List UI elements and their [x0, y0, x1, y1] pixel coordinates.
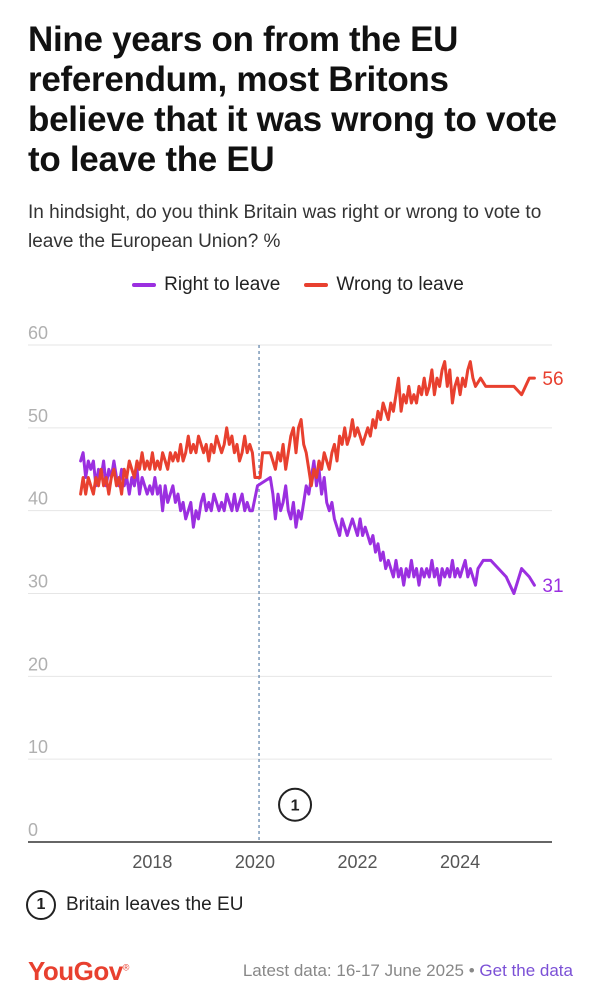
annotation-marker-circle	[278, 787, 313, 822]
annotation-text: Britain leaves the EU	[66, 894, 244, 915]
latest-data-text: Latest data: 16-17 June 2025	[242, 961, 464, 980]
y-tick-label: 30	[28, 572, 48, 592]
end-label-wrong-to-leave: 56	[542, 369, 563, 390]
legend-label-right: Right to leave	[164, 274, 281, 295]
x-tick-label: 2024	[440, 852, 480, 872]
legend-swatch-wrong	[304, 283, 329, 287]
get-the-data-link[interactable]: Get the data	[479, 961, 573, 980]
series-line-right-to-leave	[79, 451, 536, 595]
annotation-footnote: 1 Britain leaves the EU	[26, 890, 243, 920]
y-tick-label: 0	[28, 820, 38, 840]
end-label-right-to-leave: 31	[542, 576, 563, 597]
yougov-logo[interactable]: YouGov®	[28, 956, 129, 987]
x-tick-label: 2022	[337, 852, 377, 872]
footer: YouGov® Latest data: 16-17 June 2025 • G…	[28, 956, 573, 986]
brand-name: YouGov	[28, 956, 123, 986]
annotation-marker-label: 1	[291, 798, 300, 815]
x-tick-label: 2018	[132, 852, 172, 872]
x-tick-label: 2020	[235, 852, 275, 872]
trademark-icon: ®	[122, 962, 130, 973]
legend-label-wrong: Wrong to leave	[336, 274, 464, 295]
line-chart: 0 10 20 30 40 50 60 2018 2020 2022 2024 1 31 56	[28, 323, 564, 872]
separator-dot: •	[468, 961, 475, 980]
y-tick-label: 60	[28, 323, 48, 343]
series-line-wrong-to-leave	[79, 360, 536, 496]
legend-item-wrong-to-leave[interactable]: Wrong to leave	[304, 274, 464, 296]
y-tick-label: 50	[28, 406, 48, 426]
chart-title: Nine years on from the EU referendum, mo…	[28, 20, 557, 179]
legend-item-right-to-leave[interactable]: Right to leave	[132, 274, 280, 296]
footer-meta: Latest data: 16-17 June 2025 • Get the d…	[243, 961, 573, 981]
annotation-marker-legend: 1	[26, 890, 56, 920]
y-tick-label: 20	[28, 654, 48, 674]
legend: Right to leave Wrong to leave	[0, 274, 596, 296]
y-tick-label: 10	[28, 737, 48, 757]
chart-subtitle: In hindsight, do you think Britain was r…	[28, 202, 542, 252]
legend-swatch-right	[132, 283, 157, 287]
y-tick-label: 40	[28, 489, 48, 509]
